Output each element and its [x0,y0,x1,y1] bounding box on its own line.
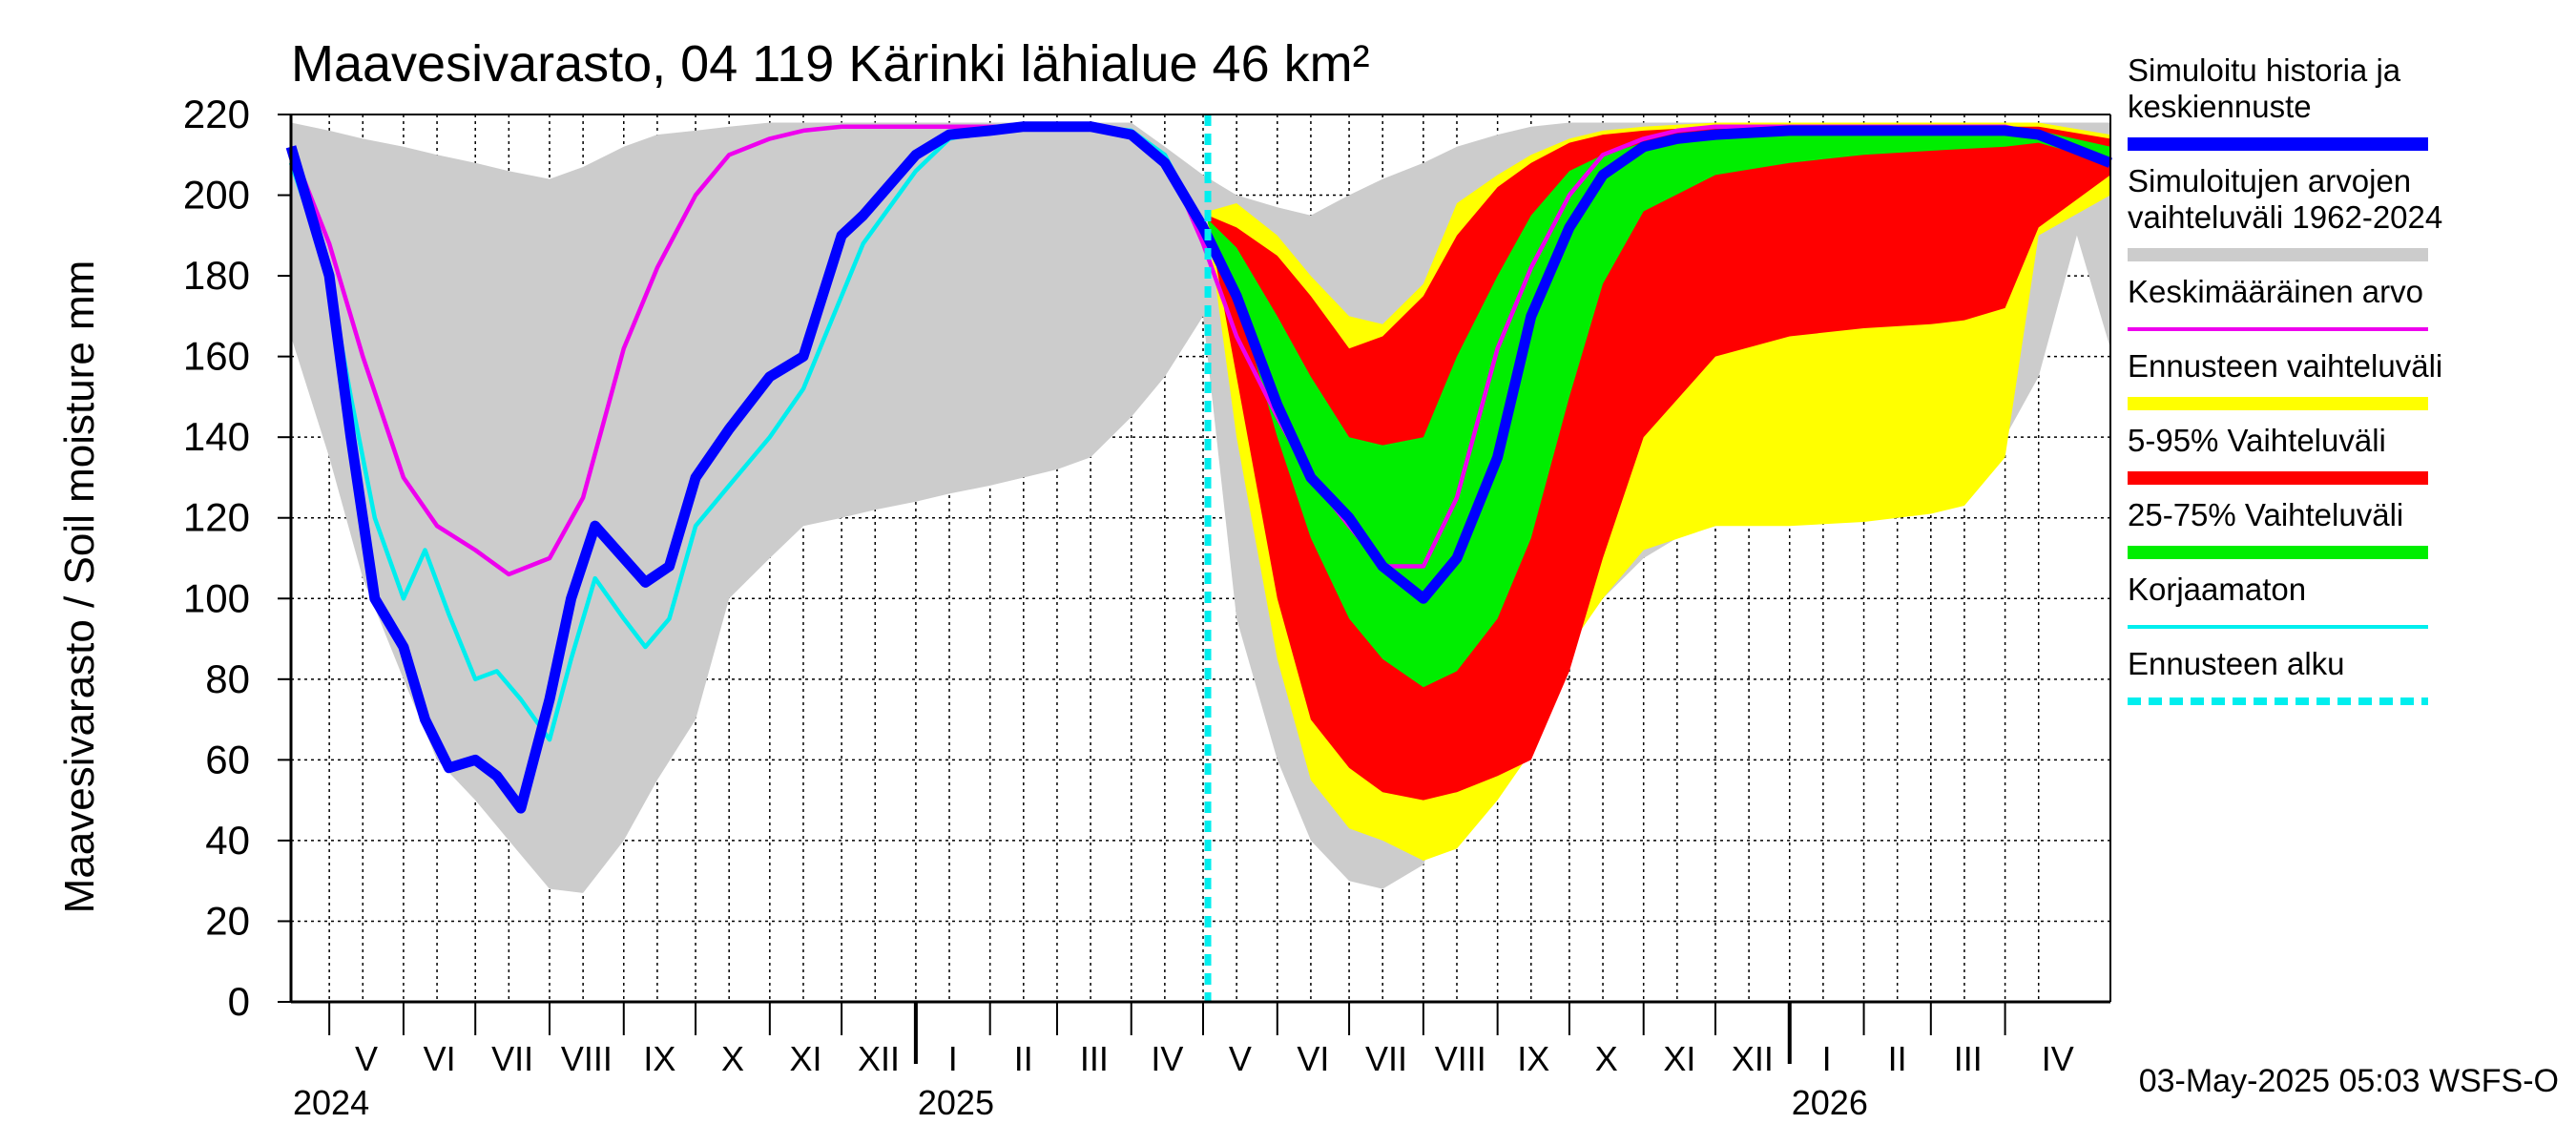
month-label-13: VI [1297,1039,1329,1078]
y-axis-label: Maavesivarasto / Soil moisture mm [56,260,103,914]
y-tick-label-40: 40 [205,818,250,863]
month-label-0: V [355,1039,378,1078]
month-label-22: III [1954,1039,1983,1078]
legend-label-2-line-2: vaihteluväli 1962-2024 [2128,199,2442,235]
month-label-19: XII [1732,1039,1774,1078]
month-label-16: IX [1517,1039,1549,1078]
y-tick-label-180: 180 [183,253,250,298]
y-tick-label-0: 0 [228,979,250,1024]
y-tick-label-80: 80 [205,656,250,701]
legend-label-8-line-1: Ennusteen alku [2128,646,2345,681]
month-label-18: XI [1663,1039,1695,1078]
y-tick-label-120: 120 [183,495,250,540]
y-tick-label-200: 200 [183,173,250,218]
month-label-3: VIII [561,1039,613,1078]
y-tick-label-60: 60 [205,737,250,781]
year-label-2024: 2024 [293,1083,369,1122]
chart-title: Maavesivarasto, 04 119 Kärinki lähialue … [291,35,1370,93]
month-label-7: XII [858,1039,900,1078]
month-label-4: IX [643,1039,675,1078]
month-label-9: II [1014,1039,1033,1078]
legend-label-3-line-1: Keskimääräinen arvo [2128,274,2423,309]
y-tick-label-220: 220 [183,92,250,136]
month-label-8: I [948,1039,958,1078]
month-label-5: X [721,1039,744,1078]
month-label-14: VII [1365,1039,1407,1078]
series-lines [285,114,2113,1002]
month-label-11: IV [1151,1039,1183,1078]
month-label-6: XI [789,1039,821,1078]
month-label-20: I [1822,1039,1832,1078]
month-label-21: II [1888,1039,1907,1078]
month-label-1: VI [424,1039,456,1078]
month-label-10: III [1080,1039,1109,1078]
year-label-2025: 2025 [918,1083,994,1122]
month-label-17: X [1595,1039,1618,1078]
month-label-23: IV [2042,1039,2074,1078]
legend-label-4-line-1: Ennusteen vaihteluväli [2128,348,2442,384]
legend-label-5-line-1: 5-95% Vaihteluväli [2128,423,2386,458]
month-label-12: V [1229,1039,1252,1078]
legend-label-7-line-1: Korjaamaton [2128,572,2306,607]
month-label-15: VIII [1435,1039,1486,1078]
line-3 [285,121,2113,814]
legend-label-6-line-1: 25-75% Vaihteluväli [2128,497,2403,532]
legend-label-2-line-1: Simuloitujen arvojen [2128,163,2411,198]
series-bands [291,122,2110,893]
y-tick-label-160: 160 [183,334,250,379]
year-label-2026: 2026 [1792,1083,1868,1122]
y-tick-label-20: 20 [205,898,250,943]
timestamp-label: 03-May-2025 05:03 WSFS-O [2139,1063,2559,1099]
legend-label-1-line-1: Simuloitu historia ja [2128,52,2401,88]
month-label-2: VII [491,1039,533,1078]
legend-label-1-line-2: keskiennuste [2128,89,2312,124]
y-tick-label-140: 140 [183,414,250,459]
y-tick-label-100: 100 [183,575,250,620]
